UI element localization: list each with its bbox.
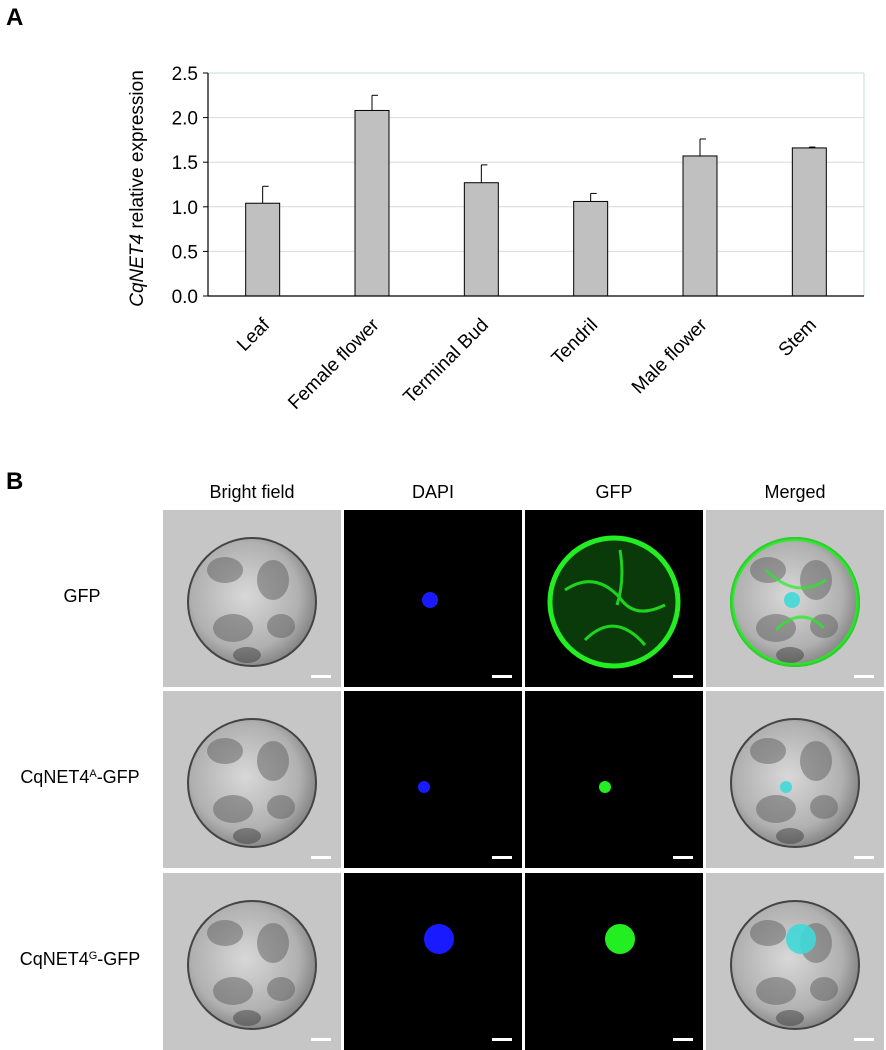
row-label-base: CqNET4 [19,949,89,969]
micrograph-gfp-row-3 [525,873,703,1050]
row-label-base: CqNET4 [20,767,90,787]
bar [791,147,827,297]
y-axis-label: CqNET4 relative expression [127,70,148,307]
bar [573,200,609,297]
row-label-base: GFP [63,586,101,606]
expression-bar-chart: 0.0 0.5 1.0 1.5 2.0 2.5 Leaf Female flower Termi… [127,64,865,414]
micrograph-dapi-row-2 [344,691,522,868]
row-label-sup: G [88,950,98,962]
scale-bar [492,675,512,678]
bar [354,109,390,297]
row-label-cqnet4g-gfp: CqNET4G-GFP [0,949,160,970]
y-axis-label-gene: CqNET4 [127,234,148,307]
micrograph-dapi-row-3 [344,873,522,1050]
scale-bar [311,856,331,859]
bar [245,202,281,297]
scale-bar [673,675,693,678]
x-tick-label: Tendril [548,315,602,369]
y-tick-label: 2.5 [172,64,198,85]
scale-bar [854,856,874,859]
y-tick-label: 1.5 [172,153,198,174]
panel-a-label: A [6,4,24,31]
col-header-merged: Merged [764,482,826,502]
x-tick-label: Leaf [233,314,275,356]
scale-bar [673,1038,693,1041]
y-tick-label: 1.0 [172,198,198,219]
y-tick-label: 2.0 [172,109,198,130]
micrograph-dapi-row-1 [344,510,522,687]
scale-bar [854,675,874,678]
col-header-gfp: GFP [595,482,633,502]
micrograph-bright-field-row-2 [163,691,341,868]
y-tick-label: 0.5 [172,242,198,263]
x-tick-label: Stem [775,315,821,361]
row-label-suffix: -GFP [97,949,141,969]
row-label-gfp: GFP [2,586,162,607]
row-label-suffix: -GFP [96,767,140,787]
x-tick-label: Female flower [284,314,384,414]
micrograph-merged-row-3 [706,873,884,1050]
bar [463,182,499,297]
scale-bar [311,675,331,678]
x-tick-label: Terminal Bud [400,315,493,408]
micrograph-gfp-row-1 [525,510,703,687]
y-axis-label-rest: relative expression [127,70,148,234]
y-tick-label: 0.0 [172,287,198,308]
row-label-cqnet4a-gfp: CqNET4A-GFP [0,767,160,788]
scale-bar [854,1038,874,1041]
scale-bar [492,1038,512,1041]
micrograph-gfp-row-2 [525,691,703,868]
col-header-dapi: DAPI [411,482,454,502]
panel-b-label: B [6,468,24,495]
micrograph-bright-field-row-3 [163,873,341,1050]
col-header-bright-field: Bright field [209,482,295,502]
micrograph-bright-field-row-1 [163,510,341,687]
row-label-sup: A [89,768,97,780]
scale-bar [492,856,512,859]
bar [682,155,718,297]
micrograph-merged-row-2 [706,691,884,868]
scale-bar [673,856,693,859]
micrograph-merged-row-1 [706,510,884,687]
scale-bar [311,1038,331,1041]
x-tick-label: Male flower [628,314,712,398]
